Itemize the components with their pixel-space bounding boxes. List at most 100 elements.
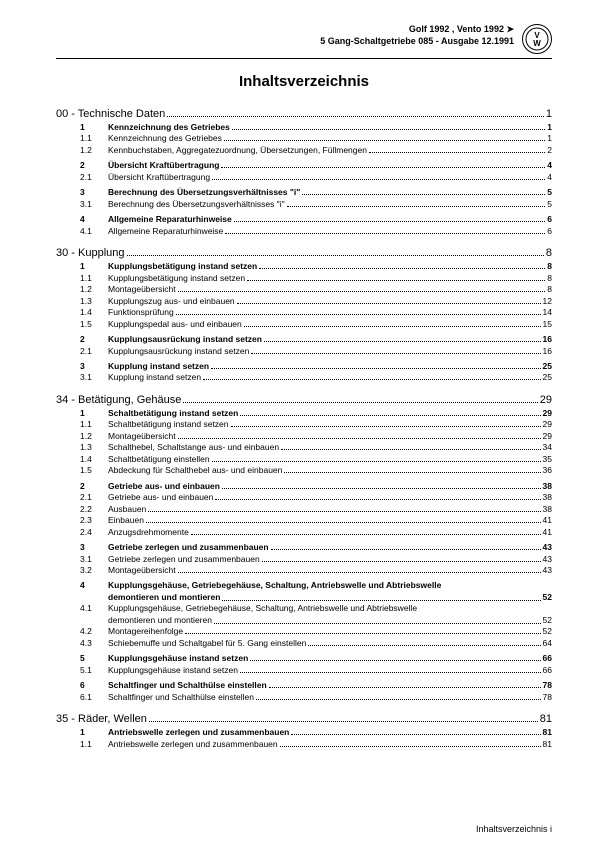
section-heading: 35 - Räder, Wellen 81 xyxy=(56,713,552,725)
entry-label: Schaltfinger und Schalthülse einstellen xyxy=(108,680,267,691)
entry-number: 1.2 xyxy=(80,145,108,156)
toc-entry: 1.3Kupplungszug aus- und einbauen12 xyxy=(56,296,552,307)
header-line-2: 5 Gang-Schaltgetriebe 085 - Ausgabe 12.1… xyxy=(320,36,514,48)
dot-leader xyxy=(237,303,541,304)
dot-leader xyxy=(212,179,545,180)
toc-entry: 2Kupplungsausrückung instand setzen16 xyxy=(56,334,552,345)
toc-entry: 1.4Funktionsprüfung14 xyxy=(56,307,552,318)
entry-page: 81 xyxy=(543,727,552,738)
toc-entry: 1.1Antriebswelle zerlegen und zusammenba… xyxy=(56,739,552,750)
entry-page: 15 xyxy=(543,319,552,330)
dot-leader xyxy=(269,687,541,688)
entry-number: 2 xyxy=(80,481,108,492)
toc-entry: 6Schaltfinger und Schalthülse einstellen… xyxy=(56,680,552,691)
entry-page: 41 xyxy=(543,515,552,526)
toc-entry: 1Kennzeichnung des Getriebes1 xyxy=(56,122,552,133)
entry-number: 6 xyxy=(80,680,108,691)
toc-entry: 5Kupplungsgehäuse instand setzen66 xyxy=(56,653,552,664)
toc-entry: 4Allgemeine Reparaturhinweise6 xyxy=(56,214,552,225)
dot-leader xyxy=(215,499,540,500)
dot-leader xyxy=(203,379,540,380)
entry-page: 78 xyxy=(543,680,552,691)
entry-number: 1 xyxy=(80,408,108,419)
entry-label: Kupplung instand setzen xyxy=(108,361,209,372)
entry-label: Montagereihenfolge xyxy=(108,626,183,637)
entry-label: Allgemeine Reparaturhinweise xyxy=(108,226,223,237)
entry-label: Kupplungspedal aus- und einbauen xyxy=(108,319,242,330)
dot-leader xyxy=(146,522,541,523)
entry-page: 78 xyxy=(543,692,552,703)
entry-label: Kennbuchstaben, Aggregatezuordnung, Über… xyxy=(108,145,367,156)
vw-logo-icon: VW xyxy=(522,24,552,54)
entry-page: 16 xyxy=(543,346,552,357)
svg-text:W: W xyxy=(533,39,541,48)
dot-leader xyxy=(178,291,546,292)
entry-label: Schiebemuffe und Schaltgabel für 5. Gang… xyxy=(108,638,306,649)
entry-label: Anzugsdrehmomente xyxy=(108,527,189,538)
entry-number: 2 xyxy=(80,160,108,171)
toc-entry: 4Kupplungsgehäuse, Getriebegehäuse, Scha… xyxy=(56,580,552,603)
page-title: Inhaltsverzeichnis xyxy=(56,73,552,90)
dot-leader xyxy=(221,167,545,168)
dot-leader xyxy=(231,426,541,427)
header-line-1: Golf 1992 , Vento 1992 ➤ xyxy=(320,24,514,36)
dot-leader xyxy=(191,534,541,535)
entry-page: 66 xyxy=(543,653,552,664)
toc-entry: 2.4Anzugsdrehmomente41 xyxy=(56,527,552,538)
dot-leader xyxy=(185,633,540,634)
toc-entry: 2Übersicht Kraftübertragung4 xyxy=(56,160,552,171)
dot-leader xyxy=(222,592,540,601)
entry-label: Kennzeichnung des Getriebes xyxy=(108,133,222,144)
entry-label: Kupplungsgehäuse, Getriebegehäuse, Schal… xyxy=(108,603,417,614)
entry-page: 6 xyxy=(547,214,552,225)
dot-leader xyxy=(271,549,541,550)
page-header: Golf 1992 , Vento 1992 ➤ 5 Gang-Schaltge… xyxy=(56,24,552,59)
entry-label: Getriebe zerlegen und zusammenbauen xyxy=(108,554,260,565)
entry-label: Kupplungsbetätigung instand setzen xyxy=(108,273,245,284)
entry-page: 43 xyxy=(543,554,552,565)
toc-entry: 4.1Allgemeine Reparaturhinweise6 xyxy=(56,226,552,237)
entry-number: 1.5 xyxy=(80,319,108,330)
toc-entry: 2.1Kupplungsausrückung instand setzen16 xyxy=(56,346,552,357)
entry-page: 1 xyxy=(547,122,552,133)
toc-entry: 1.5Kupplungspedal aus- und einbauen 15 xyxy=(56,319,552,330)
entry-label: Kupplung instand setzen xyxy=(108,372,201,383)
toc-entry: 3.1Kupplung instand setzen25 xyxy=(56,372,552,383)
entry-page: 12 xyxy=(543,296,552,307)
dot-leader xyxy=(167,108,544,117)
toc-entry: 2Getriebe aus- und einbauen38 xyxy=(56,481,552,492)
entry-page: 66 xyxy=(543,665,552,676)
entry-number: 6.1 xyxy=(80,692,108,703)
entry-number: 1.1 xyxy=(80,133,108,144)
entry-number: 2 xyxy=(80,334,108,345)
entry-number: 3.2 xyxy=(80,565,108,576)
entry-number: 3 xyxy=(80,361,108,372)
dot-leader xyxy=(178,572,541,573)
toc-entry: 4.1Kupplungsgehäuse, Getriebegehäuse, Sc… xyxy=(56,603,552,626)
entry-label: Schalthebel, Schaltstange aus- und einba… xyxy=(108,442,279,453)
dot-leader xyxy=(211,368,540,369)
toc-entry: 1.2Kennbuchstaben, Aggregatezuordnung, Ü… xyxy=(56,145,552,156)
dot-leader xyxy=(247,280,545,281)
entry-label: Montageübersicht xyxy=(108,284,176,295)
dot-leader xyxy=(232,129,545,130)
toc-entry: 1.3Schalthebel, Schaltstange aus- und ei… xyxy=(56,442,552,453)
entry-number: 1 xyxy=(80,122,108,133)
entry-label: Getriebe aus- und einbauen xyxy=(108,492,213,503)
toc-entry: 1.4Schaltbetätigung einstellen35 xyxy=(56,454,552,465)
entry-number: 1.1 xyxy=(80,739,108,750)
entry-page: 25 xyxy=(543,372,552,383)
toc-entry: 1Schaltbetätigung instand setzen29 xyxy=(56,408,552,419)
entry-number: 3.1 xyxy=(80,199,108,210)
dot-leader xyxy=(244,326,541,327)
entry-label: Kupplungsbetätigung instand setzen xyxy=(108,261,257,272)
entry-page: 8 xyxy=(547,273,552,284)
entry-number: 2.1 xyxy=(80,492,108,503)
toc-entry: 3Berechnung des Übersetzungsverhältnisse… xyxy=(56,187,552,198)
entry-number: 5 xyxy=(80,653,108,664)
dot-leader xyxy=(280,746,541,747)
section-heading: 34 - Betätigung, Gehäuse 29 xyxy=(56,394,552,406)
toc-entry: 1.2Montageübersicht29 xyxy=(56,431,552,442)
toc-entry: 5.1Kupplungsgehäuse instand setzen66 xyxy=(56,665,552,676)
section-number: 00 - Technische Daten xyxy=(56,108,165,120)
